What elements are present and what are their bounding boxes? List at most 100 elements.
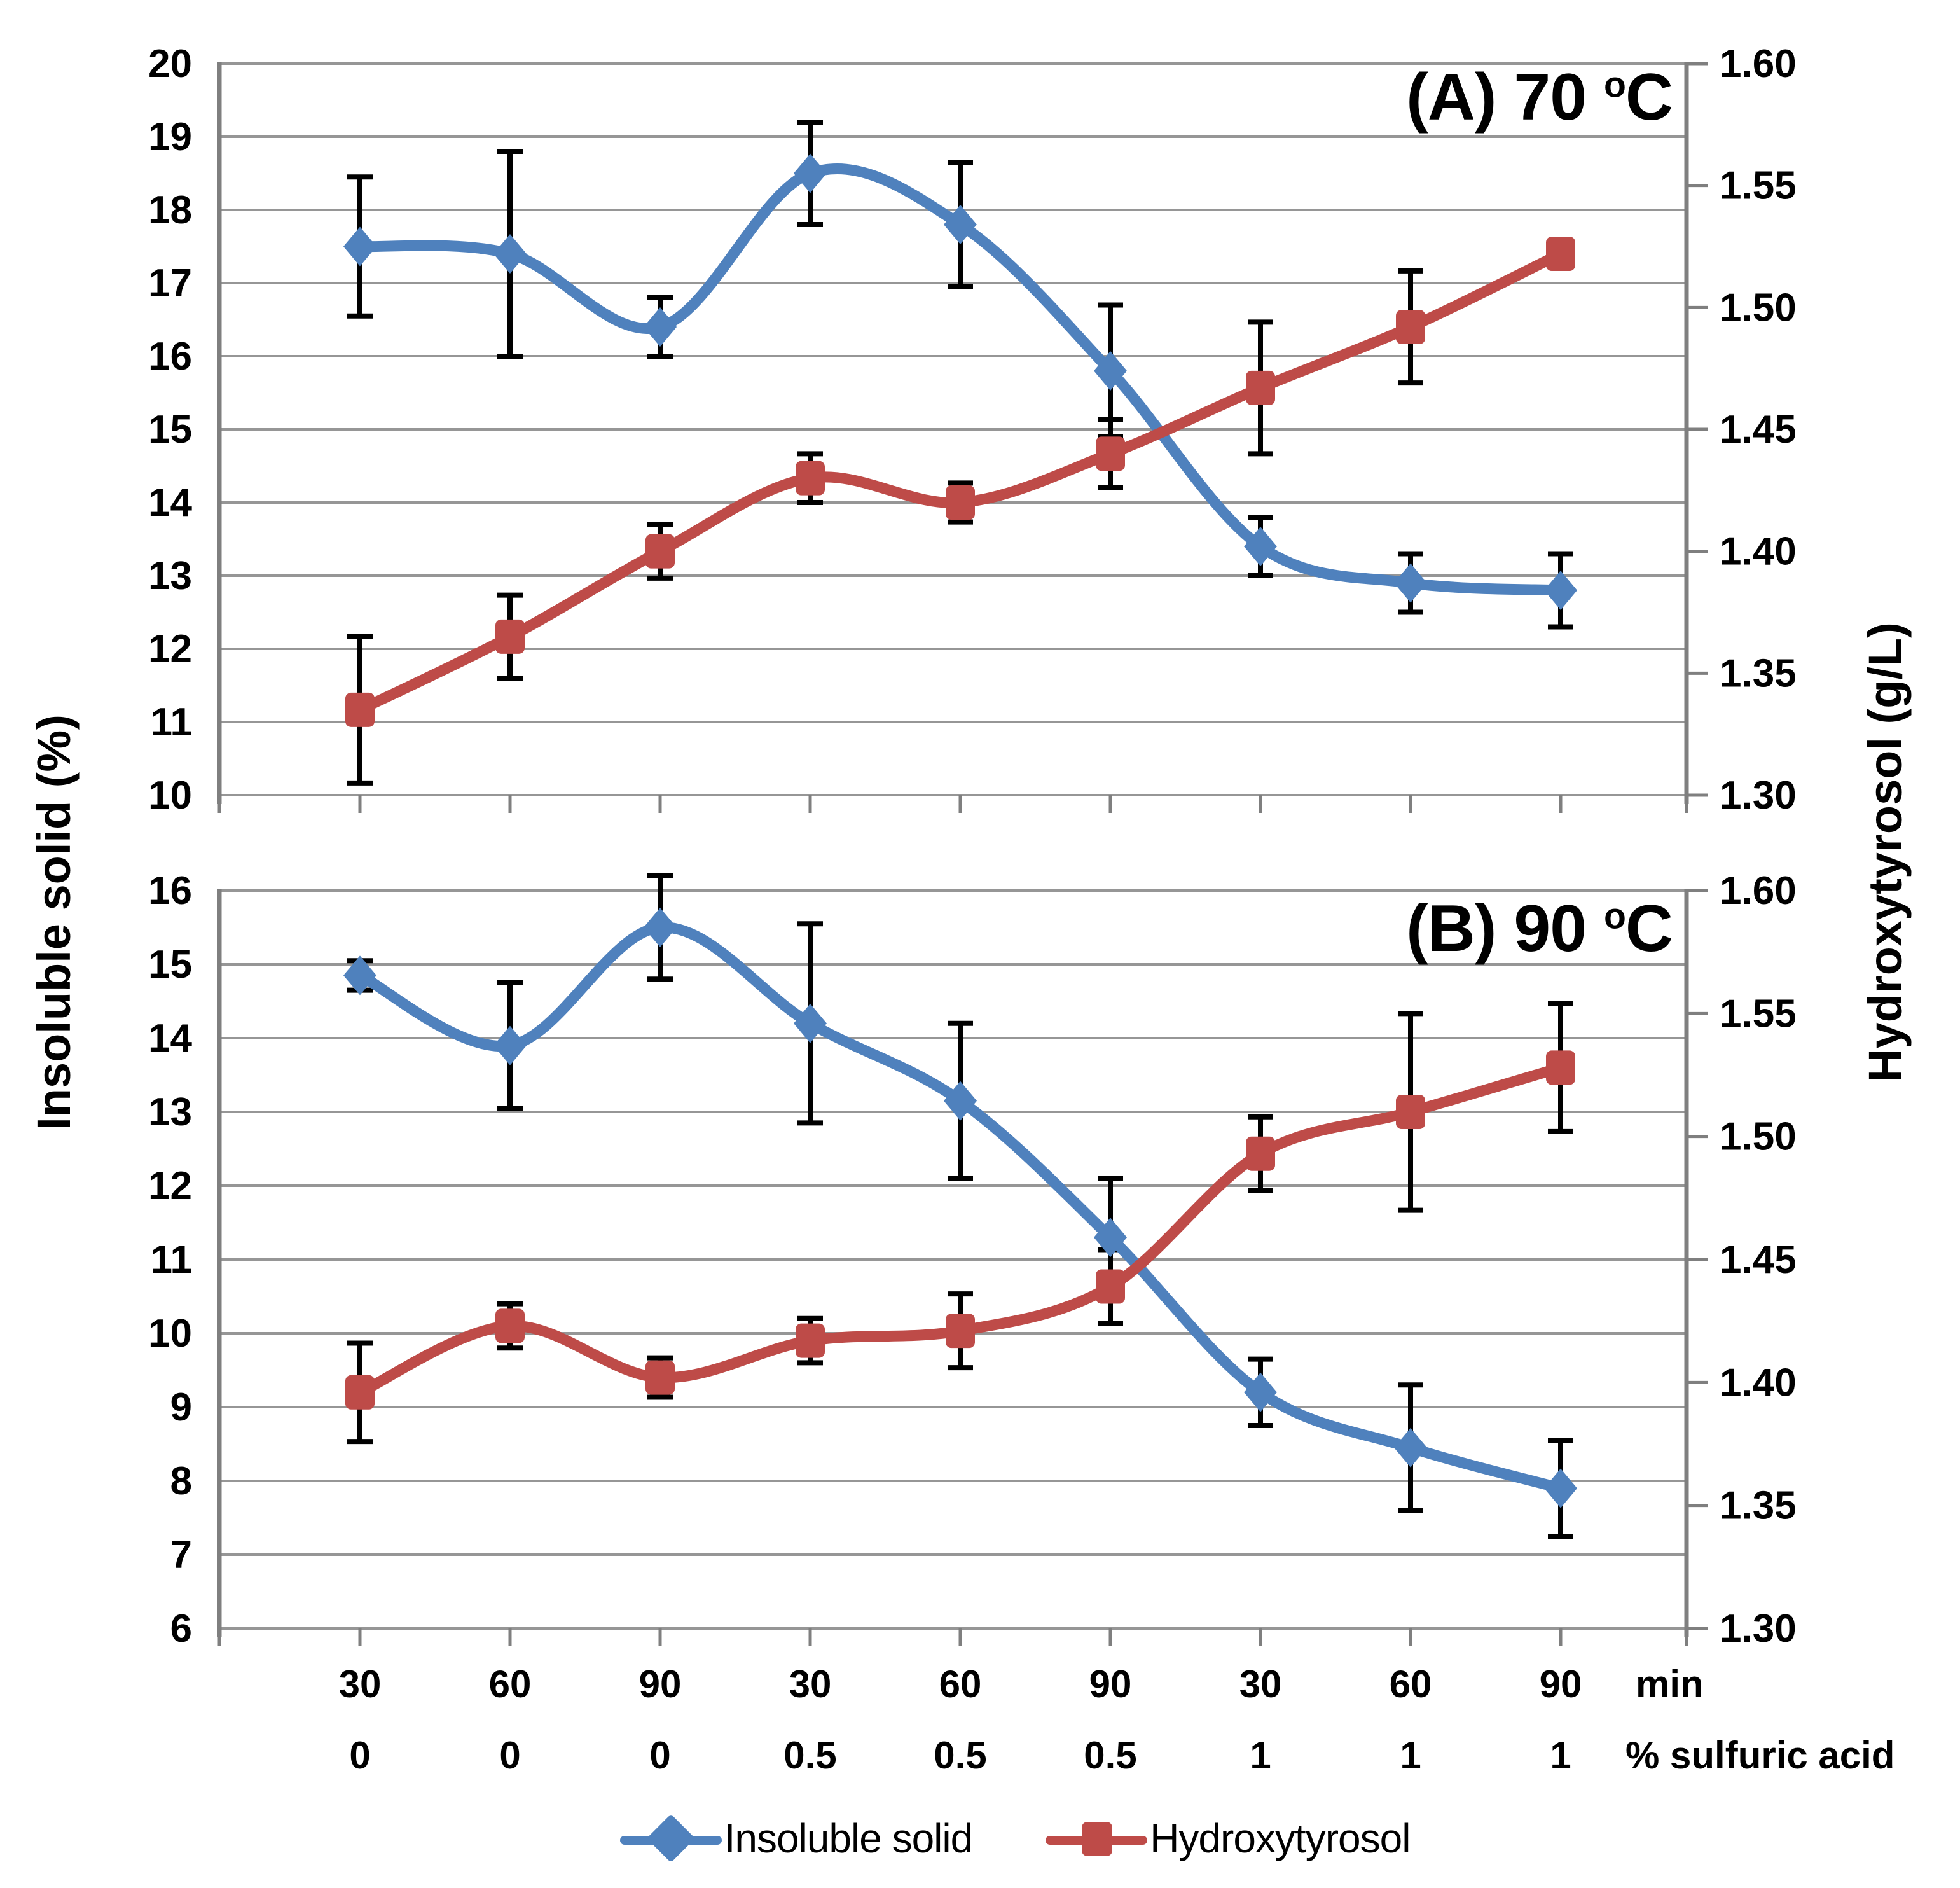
panel-b-title-prefix: (B) 90 (1406, 892, 1604, 966)
x-tick-label-min: 30 (789, 1663, 832, 1705)
right-axis-tick-label: 1.50 (1720, 1115, 1797, 1159)
left-axis-tick-label: 16 (148, 335, 192, 378)
right-axis-tick-label: 1.35 (1720, 1484, 1797, 1528)
left-axis-tick-label: 11 (150, 1238, 192, 1282)
diamond-marker-icon (493, 234, 527, 274)
square-marker-icon (1082, 1822, 1113, 1856)
right-axis-tick-label: 1.60 (1720, 869, 1797, 913)
left-axis-tick-label: 17 (148, 261, 192, 305)
panel-b-degree-symbol: o (1603, 896, 1626, 937)
square-marker-icon (1096, 1269, 1125, 1304)
square-marker-icon (1096, 436, 1125, 471)
square-marker-icon (495, 1308, 525, 1343)
x-tick-label-acid: 1 (1550, 1734, 1571, 1777)
left-axis-tick-label: 13 (148, 1090, 192, 1134)
diamond-marker-icon (343, 226, 376, 267)
x-axis-caption-sulfuric-acid: % sulfuric acid (1625, 1734, 1894, 1777)
right-axis-tick-label: 1.30 (1720, 774, 1797, 817)
legend-label-insoluble-solid: Insoluble solid (724, 1815, 974, 1861)
left-axis-tick-label: 15 (148, 943, 192, 987)
left-axis-tick-label: 14 (148, 481, 192, 525)
diamond-marker-icon (944, 1081, 977, 1121)
right-axis-tick-label: 1.45 (1720, 1238, 1797, 1282)
x-tick-label-acid: 0 (499, 1734, 520, 1777)
square-marker-icon (946, 1314, 975, 1349)
square-marker-icon (796, 1323, 825, 1358)
x-tick-label-acid: 0 (349, 1734, 370, 1777)
panel-b-title-suffix: C (1625, 892, 1673, 966)
series-line-insoluble-solid (354, 922, 1566, 1494)
left-axis-tick-label: 6 (170, 1607, 192, 1651)
panel-a-title-suffix: C (1625, 60, 1673, 134)
x-tick-label-min: 60 (489, 1663, 532, 1705)
square-marker-icon (946, 485, 975, 520)
x-tick-label-acid: 1 (1400, 1734, 1421, 1777)
x-tick-label-min: 60 (939, 1663, 982, 1705)
x-tick-label-acid: 0.5 (783, 1734, 836, 1777)
left-axis-tick-label: 12 (148, 1164, 192, 1208)
square-marker-icon (645, 1360, 675, 1395)
legend-swatch-hydroxytyrosol (1046, 1808, 1148, 1869)
diamond-marker-icon (1544, 1468, 1577, 1508)
diamond-marker-icon (1544, 571, 1577, 610)
square-marker-icon (1246, 370, 1275, 405)
square-marker-icon (345, 692, 375, 727)
left-axis-tick-label: 8 (170, 1459, 192, 1503)
right-axis-tick-label: 1.40 (1720, 530, 1797, 574)
panel-a-title: (A) 70 oC (782, 62, 1673, 132)
left-axis-title: Insoluble solid (%) (27, 714, 80, 1130)
diamond-marker-icon (644, 908, 677, 947)
right-axis-title: Hydroxytyrosol (g/L) (1859, 622, 1912, 1083)
square-marker-icon (796, 461, 825, 496)
diamond-marker-icon (1094, 351, 1127, 391)
panel-a-degree-symbol: o (1603, 64, 1626, 106)
x-axis-caption-min: min (1636, 1663, 1704, 1705)
diamond-marker-icon (1244, 527, 1277, 566)
left-axis-tick-label: 10 (148, 1312, 192, 1356)
right-axis-tick-label: 1.30 (1720, 1607, 1797, 1651)
diamond-marker-icon (944, 205, 977, 244)
diamond-marker-icon (1394, 1427, 1427, 1468)
square-marker-icon (1546, 1050, 1575, 1085)
panel-b-title: (B) 90 oC (782, 894, 1673, 964)
diamond-marker-icon (1394, 563, 1427, 603)
left-axis-tick-label: 15 (148, 408, 192, 452)
left-axis-tick-label: 14 (148, 1017, 192, 1060)
square-marker-icon (345, 1375, 375, 1410)
right-axis-tick-label: 1.50 (1720, 286, 1797, 330)
diamond-marker-icon (644, 307, 677, 347)
x-tick-label-min: 90 (1540, 1663, 1582, 1705)
left-axis-tick-label: 16 (148, 869, 192, 913)
square-marker-icon (645, 534, 675, 569)
left-axis-tick-label: 10 (148, 774, 192, 817)
diamond-marker-icon (794, 153, 827, 193)
diamond-marker-icon (1094, 1218, 1127, 1258)
left-axis-tick-label: 18 (148, 188, 192, 232)
legend-label-hydroxytyrosol: Hydroxytyrosol (1150, 1815, 1411, 1861)
diamond-marker-icon (493, 1025, 527, 1065)
right-axis-tick-label: 1.55 (1720, 992, 1797, 1036)
legend-item-hydroxytyrosol: Hydroxytyrosol (1046, 1808, 1411, 1869)
right-axis-tick-label: 1.55 (1720, 164, 1797, 208)
right-axis-tick-label: 1.40 (1720, 1361, 1797, 1405)
square-marker-icon (495, 619, 525, 654)
x-tick-label-acid: 0.5 (934, 1734, 986, 1777)
x-tick-label-acid: 1 (1250, 1734, 1271, 1777)
x-tick-label-min: 30 (339, 1663, 382, 1705)
left-axis-tick-label: 20 (148, 42, 192, 86)
diamond-marker-icon (1244, 1372, 1277, 1412)
square-marker-icon (1396, 1095, 1425, 1129)
x-tick-label-min: 60 (1390, 1663, 1432, 1705)
left-axis-tick-label: 12 (148, 627, 192, 671)
right-axis-tick-label: 1.45 (1720, 408, 1797, 452)
square-marker-icon (1546, 237, 1575, 271)
x-tick-label-min: 30 (1239, 1663, 1282, 1705)
diamond-marker-icon (646, 1814, 695, 1863)
diamond-marker-icon (794, 1003, 827, 1043)
right-axis-tick-label: 1.35 (1720, 651, 1797, 695)
left-axis-tick-label: 11 (150, 700, 192, 744)
x-tick-label-acid: 0 (649, 1734, 670, 1777)
x-tick-label-min: 90 (1089, 1663, 1132, 1705)
